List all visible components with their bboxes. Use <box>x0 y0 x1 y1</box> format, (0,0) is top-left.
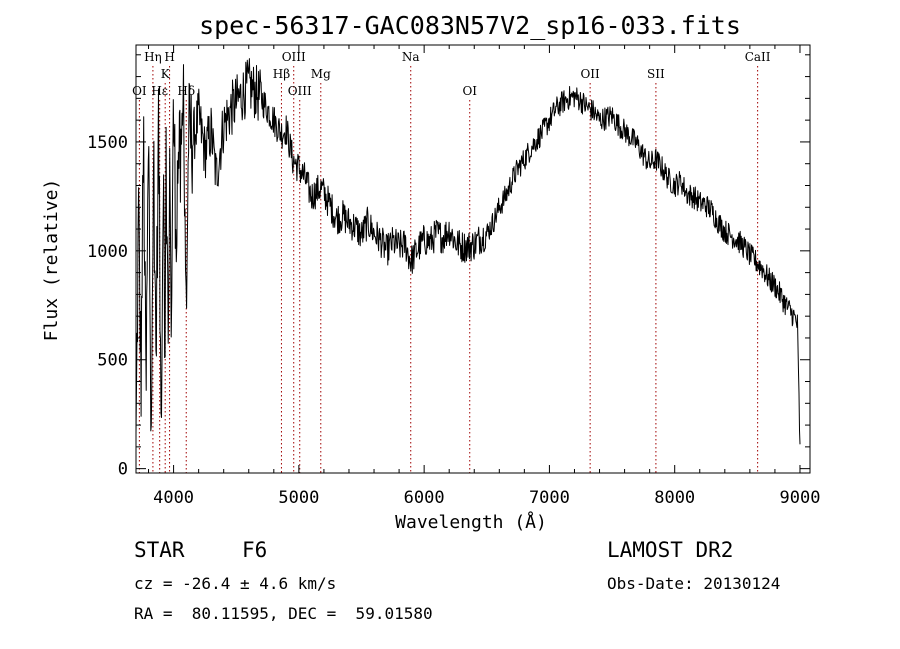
line-label: K <box>161 67 171 81</box>
redshift-velocity: cz = -26.4 ± 4.6 km/s <box>134 574 337 593</box>
line-label: Mg <box>311 67 331 81</box>
y-tick-label: 0 <box>118 460 128 480</box>
line-label: OIII <box>288 84 312 98</box>
line-label: Hη <box>144 50 162 64</box>
x-tick-label: 6000 <box>404 488 445 508</box>
x-tick-label: 8000 <box>654 488 695 508</box>
x-axis-label: Wavelength (Å) <box>395 511 547 533</box>
line-label: SII <box>647 67 665 81</box>
y-tick-label: 1000 <box>87 242 128 262</box>
obs-date: Obs-Date: 20130124 <box>607 574 781 593</box>
x-tick-label: 7000 <box>529 488 570 508</box>
object-subclass: F6 <box>242 538 268 562</box>
spectrum-series <box>135 58 801 445</box>
survey-name: LAMOST DR2 <box>607 538 734 562</box>
line-label: Hε <box>151 84 168 98</box>
line-label: Hδ <box>177 84 195 98</box>
y-tick-label: 1500 <box>87 133 128 153</box>
line-label: CaII <box>745 50 771 64</box>
line-labels: OI Hη Hε KH Hδ Hβ OIII OIII Mg Na OI OII SII CaII <box>132 50 771 98</box>
spectrum-line <box>135 58 801 445</box>
x-axis: 4000 5000 6000 7000 8000 9000 <box>148 45 821 508</box>
x-tick-label: 4000 <box>153 488 194 508</box>
y-axis: 0 500 1000 1500 <box>87 54 810 480</box>
y-axis-label: Flux (relative) <box>41 179 62 342</box>
object-class: STAR <box>134 538 185 562</box>
plot-frame <box>135 44 811 474</box>
x-tick-label: 5000 <box>278 488 319 508</box>
line-label: OIII <box>282 50 306 64</box>
coordinates: RA = 80.11595, DEC = 59.01580 <box>134 604 433 623</box>
line-markers <box>138 66 759 473</box>
y-tick-label: 500 <box>97 351 128 371</box>
line-label: H <box>164 50 174 64</box>
line-label: OI <box>132 84 147 98</box>
line-label: Hβ <box>273 67 290 81</box>
line-label: OI <box>462 84 477 98</box>
line-label: OII <box>580 67 600 81</box>
line-label: Na <box>402 50 420 64</box>
chart-title: spec-56317-GAC083N57V2_sp16-033.fits <box>199 11 741 40</box>
x-tick-label: 9000 <box>780 488 821 508</box>
